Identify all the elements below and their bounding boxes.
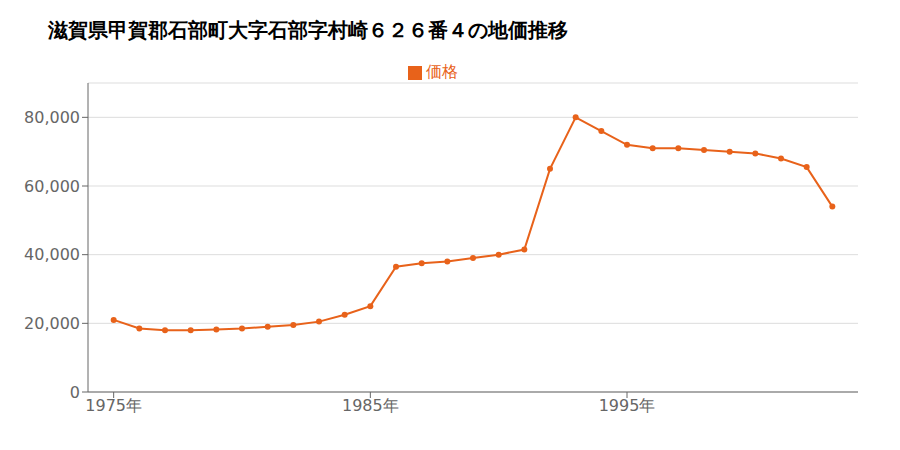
html-text:滋賀県甲賀郡石部町大字石部字村崎６２６番４の地価推移: 滋賀県甲賀郡石部町大字石部字村崎６２６番４の地価推移 <box>48 18 568 42</box>
svg-text:0: 0 <box>70 383 80 402</box>
svg-text:1995年: 1995年 <box>599 396 656 415</box>
svg-text:1975年: 1975年 <box>85 396 142 415</box>
svg-text:1985年: 1985年 <box>342 396 399 415</box>
svg-text:80,000: 80,000 <box>24 108 80 127</box>
svg-text:20,000: 20,000 <box>24 314 80 333</box>
svg-text:60,000: 60,000 <box>24 177 80 196</box>
svg-text:40,000: 40,000 <box>24 245 80 264</box>
html-text:価格: 価格 <box>426 62 458 81</box>
